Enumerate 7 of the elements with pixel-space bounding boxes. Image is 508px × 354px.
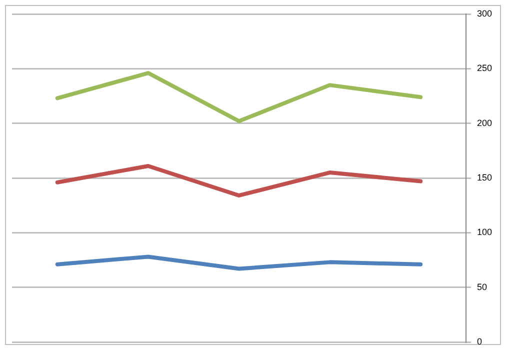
y-tick-label: 150 xyxy=(476,172,492,182)
y-tick-label: 100 xyxy=(476,227,492,238)
y-tick-label: 200 xyxy=(476,118,492,128)
y-tick-label: 50 xyxy=(476,282,487,292)
y-tick-label: 250 xyxy=(476,63,492,74)
y-tick-label: 0 xyxy=(476,336,482,346)
y-tick-label: 300 xyxy=(476,8,492,18)
